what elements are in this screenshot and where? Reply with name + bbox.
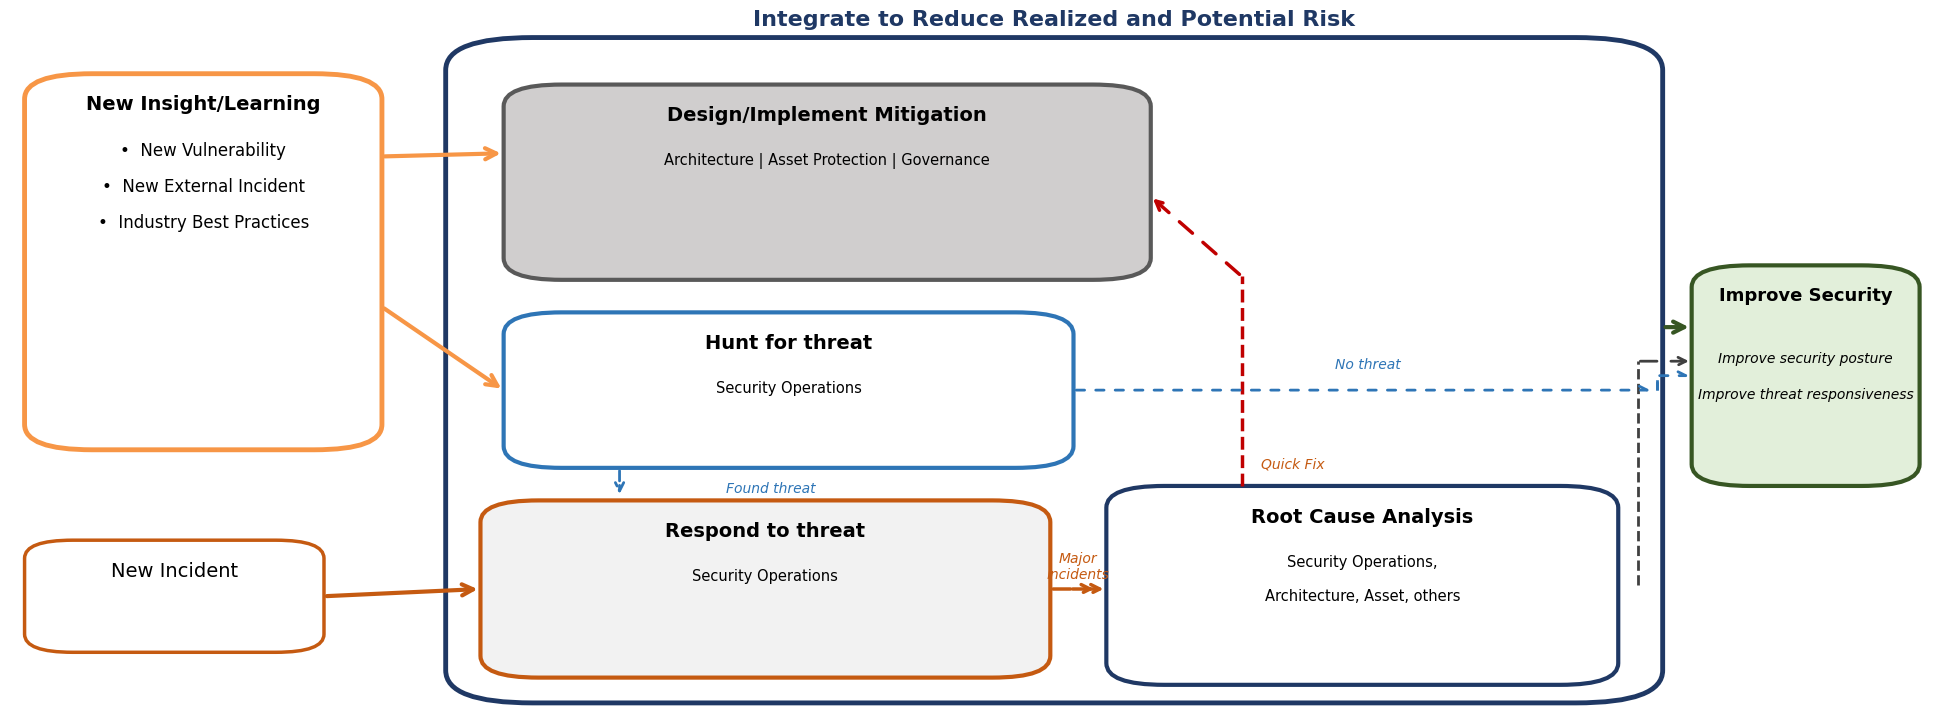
- Text: •  New External Incident: • New External Incident: [101, 179, 305, 196]
- Text: Security Operations: Security Operations: [715, 381, 861, 396]
- Text: Quick Fix: Quick Fix: [1261, 457, 1325, 471]
- FancyBboxPatch shape: [25, 74, 383, 450]
- FancyArrowPatch shape: [1156, 201, 1240, 274]
- Text: Improve threat responsiveness: Improve threat responsiveness: [1698, 388, 1914, 402]
- FancyBboxPatch shape: [25, 540, 324, 652]
- FancyBboxPatch shape: [1106, 486, 1619, 685]
- FancyBboxPatch shape: [503, 84, 1150, 280]
- Text: Respond to threat: Respond to threat: [665, 522, 865, 541]
- FancyArrowPatch shape: [1640, 357, 1687, 365]
- Text: •  New Vulnerability: • New Vulnerability: [120, 142, 286, 160]
- Text: No threat: No threat: [1335, 358, 1401, 372]
- FancyArrowPatch shape: [1076, 386, 1648, 394]
- FancyBboxPatch shape: [503, 312, 1073, 468]
- Text: Security Operations,: Security Operations,: [1286, 555, 1438, 570]
- Text: Improve Security: Improve Security: [1720, 287, 1892, 305]
- FancyBboxPatch shape: [480, 500, 1051, 677]
- FancyArrowPatch shape: [1063, 584, 1090, 593]
- Text: Root Cause Analysis: Root Cause Analysis: [1251, 507, 1473, 526]
- FancyArrowPatch shape: [1053, 584, 1100, 593]
- Text: Hunt for threat: Hunt for threat: [705, 334, 872, 353]
- Text: Design/Implement Mitigation: Design/Implement Mitigation: [666, 106, 987, 126]
- FancyBboxPatch shape: [1692, 266, 1920, 486]
- Text: Major
incidents: Major incidents: [1047, 552, 1109, 582]
- Text: Architecture | Asset Protection | Governance: Architecture | Asset Protection | Govern…: [665, 153, 991, 169]
- Text: Improve security posture: Improve security posture: [1718, 352, 1892, 366]
- Text: New Incident: New Incident: [111, 562, 237, 581]
- Text: New Insight/Learning: New Insight/Learning: [85, 95, 321, 115]
- FancyArrowPatch shape: [1659, 372, 1687, 380]
- Text: Architecture, Asset, others: Architecture, Asset, others: [1265, 589, 1459, 603]
- Text: Security Operations: Security Operations: [692, 569, 837, 584]
- Text: Found threat: Found threat: [727, 482, 816, 497]
- Text: Integrate to Reduce Realized and Potential Risk: Integrate to Reduce Realized and Potenti…: [754, 10, 1354, 30]
- Text: •  Industry Best Practices: • Industry Best Practices: [97, 214, 309, 232]
